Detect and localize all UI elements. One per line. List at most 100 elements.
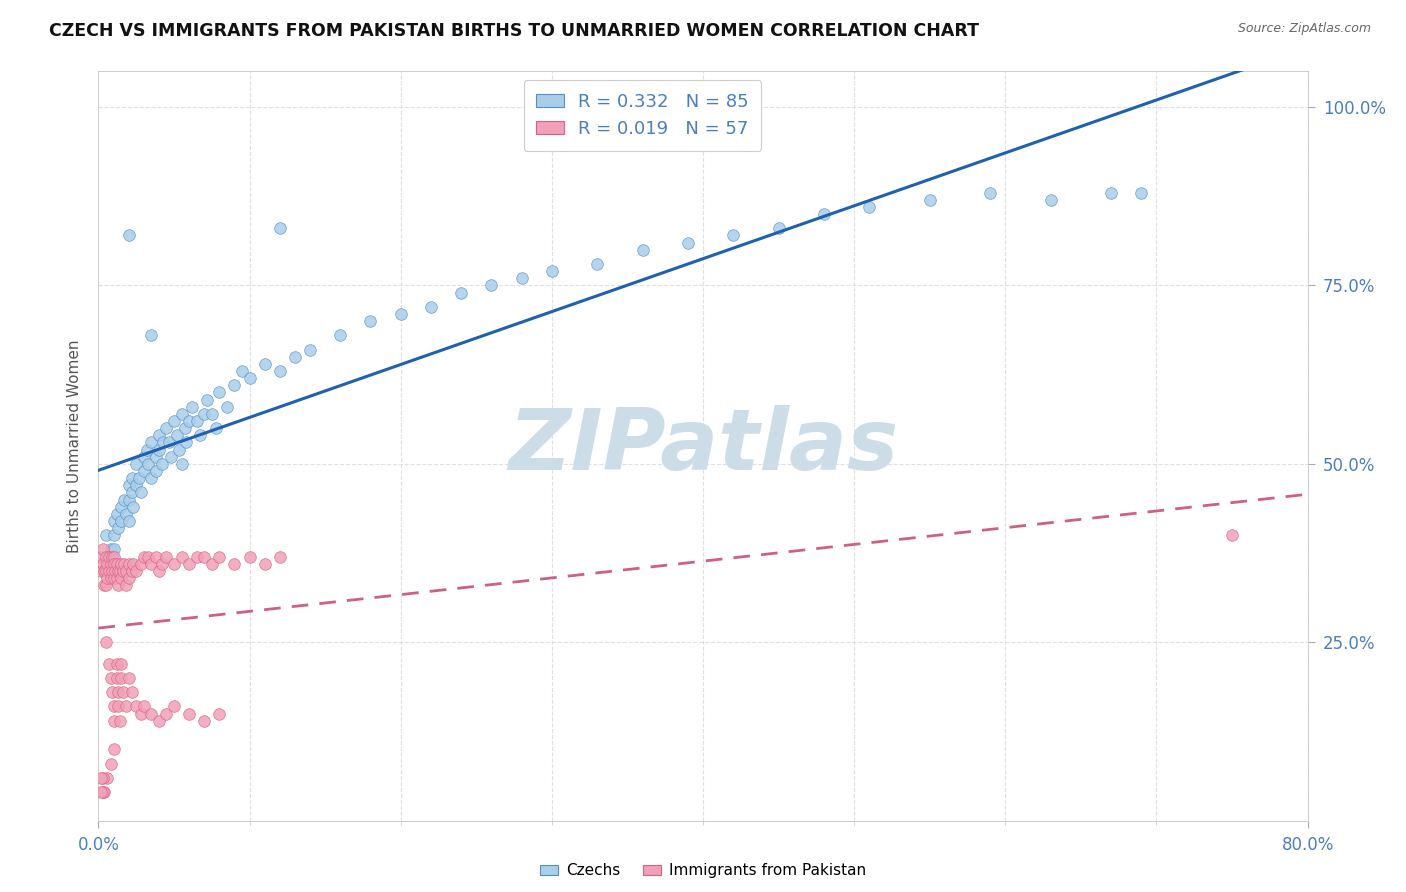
Point (166, 428, 188, 442)
Point (122, 557, 145, 571)
Point (224, 557, 246, 571)
Point (768, 221, 790, 235)
Point (105, 571, 128, 585)
Point (201, 407, 224, 421)
Point (118, 671, 141, 685)
Point (141, 328, 163, 343)
Point (103, 514, 125, 528)
Point (121, 685, 143, 699)
Point (239, 371, 262, 385)
Point (1130, 186, 1153, 200)
Point (481, 278, 503, 293)
Point (103, 714, 125, 728)
Point (179, 706, 201, 721)
Point (173, 421, 195, 435)
Point (155, 549, 177, 564)
Point (148, 564, 170, 578)
Point (1039, 193, 1062, 207)
Point (631, 243, 654, 257)
Point (103, 699, 125, 714)
Point (90, 564, 112, 578)
Point (179, 557, 201, 571)
Point (94, 528, 117, 542)
Point (94, 549, 117, 564)
Point (112, 557, 135, 571)
Point (101, 549, 124, 564)
Point (269, 221, 291, 235)
Point (112, 492, 135, 507)
Point (105, 507, 128, 521)
Point (118, 492, 141, 507)
Point (389, 307, 412, 321)
Point (1220, 528, 1243, 542)
Point (93, 578, 115, 592)
Point (104, 564, 127, 578)
Point (205, 421, 228, 435)
Point (195, 392, 218, 407)
Point (94, 549, 117, 564)
Point (107, 578, 129, 592)
Point (193, 714, 215, 728)
Legend: Czechs, Immigrants from Pakistan: Czechs, Immigrants from Pakistan (534, 857, 872, 884)
Point (121, 564, 143, 578)
Point (813, 207, 835, 221)
Point (141, 435, 163, 450)
Point (141, 706, 163, 721)
Point (132, 549, 155, 564)
Point (118, 228, 141, 243)
Point (111, 685, 134, 699)
Point (105, 671, 128, 685)
Point (103, 542, 125, 557)
Point (299, 343, 322, 357)
Point (152, 435, 174, 450)
Point (90, 785, 112, 799)
Point (111, 564, 134, 578)
Point (128, 471, 150, 485)
Point (676, 235, 699, 250)
Point (159, 435, 181, 450)
Point (125, 457, 148, 471)
Point (107, 699, 129, 714)
Point (98, 564, 121, 578)
Point (129, 485, 152, 500)
Point (103, 549, 125, 564)
Point (510, 271, 533, 285)
Point (135, 442, 157, 457)
Point (125, 564, 148, 578)
Point (858, 200, 880, 214)
Point (170, 457, 193, 471)
Point (91, 771, 114, 785)
Point (118, 514, 141, 528)
Point (170, 407, 193, 421)
Point (163, 557, 186, 571)
Text: Source: ZipAtlas.com: Source: ZipAtlas.com (1237, 22, 1371, 36)
Text: ZIPatlas: ZIPatlas (508, 404, 898, 488)
Point (253, 557, 276, 571)
Point (450, 285, 472, 300)
Point (110, 500, 132, 514)
Point (91, 542, 114, 557)
Point (100, 756, 122, 771)
Point (121, 471, 143, 485)
Point (155, 706, 177, 721)
Point (167, 442, 190, 457)
Point (91, 785, 114, 799)
Point (94, 578, 117, 592)
Point (118, 571, 141, 585)
Point (90, 549, 112, 564)
Point (108, 564, 131, 578)
Point (129, 557, 152, 571)
Point (208, 549, 231, 564)
Point (215, 400, 238, 414)
Point (181, 400, 204, 414)
Point (150, 457, 173, 471)
Point (148, 442, 170, 457)
Point (193, 549, 215, 564)
Point (110, 557, 132, 571)
Point (98, 657, 121, 671)
Point (145, 450, 167, 464)
Point (94, 564, 117, 578)
Point (420, 300, 443, 314)
Point (136, 457, 159, 471)
Point (132, 464, 155, 478)
